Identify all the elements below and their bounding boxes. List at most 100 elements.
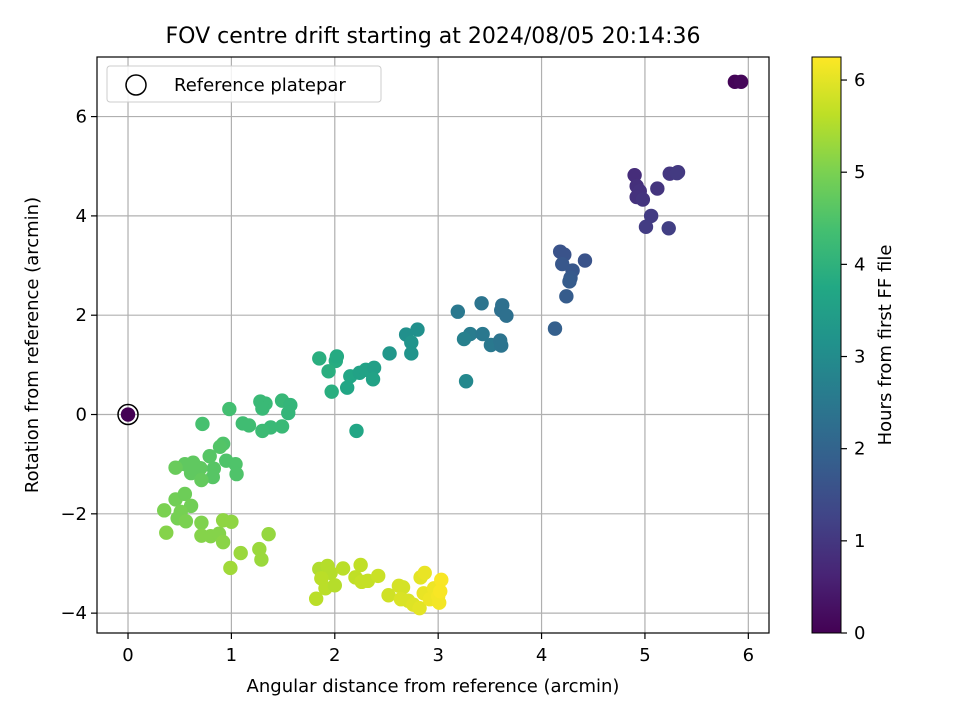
y-axis-ticks: −4 −2 0 2 4 6: [60, 107, 97, 624]
data-point: [233, 545, 248, 561]
colorbar: 0 1 2 3 4 5 6 Hours from first FF file: [811, 56, 896, 644]
reference-platepar-marker: [117, 403, 139, 426]
data-point: [194, 472, 209, 488]
data-point: [669, 165, 685, 181]
data-point: [349, 423, 364, 439]
data-point: [159, 525, 174, 540]
data-point: [475, 326, 490, 342]
y-tick-label: 2: [76, 305, 87, 326]
colorbar-tick-label: 5: [854, 162, 865, 183]
x-tick-label: 1: [226, 645, 237, 666]
data-point: [474, 296, 489, 311]
data-point: [432, 595, 447, 610]
data-point: [321, 364, 336, 379]
colorbar-ticks: 0 1 2 3 4 5 6: [841, 70, 865, 644]
data-point: [365, 372, 381, 387]
x-tick-label: 0: [122, 645, 133, 666]
data-point: [458, 374, 474, 389]
legend-label: Reference platepar: [174, 75, 346, 96]
x-tick-label: 4: [536, 645, 547, 666]
colorbar-tick-label: 0: [854, 623, 865, 644]
colorbar-tick-label: 2: [854, 439, 865, 460]
y-tick-label: 0: [76, 405, 87, 426]
data-point: [381, 588, 396, 603]
y-tick-label: −2: [60, 504, 87, 525]
x-tick-label: 2: [329, 645, 340, 666]
data-point: [412, 600, 427, 616]
colorbar-frame: [811, 56, 842, 634]
data-point: [212, 439, 228, 454]
reference-point-fill: [120, 407, 136, 422]
data-point: [327, 578, 342, 593]
data-point: [274, 419, 290, 434]
data-point: [255, 401, 270, 416]
data-point: [577, 253, 593, 268]
data-point: [433, 584, 448, 599]
data-points: [117, 74, 749, 616]
data-point: [434, 572, 449, 588]
data-point: [195, 416, 210, 432]
data-point: [456, 331, 472, 347]
x-axis-label: Angular distance from reference (arcmin): [247, 676, 620, 697]
data-point: [555, 256, 570, 272]
data-point: [499, 308, 514, 323]
data-point: [157, 503, 172, 518]
data-point: [261, 526, 276, 542]
x-tick-label: 5: [639, 645, 650, 666]
data-point: [450, 304, 466, 319]
data-point: [308, 591, 324, 606]
data-point: [312, 351, 327, 366]
data-point: [494, 338, 509, 353]
data-point: [562, 274, 577, 289]
plot-frame: [96, 56, 770, 634]
data-point: [404, 346, 419, 361]
data-point: [281, 405, 296, 421]
colorbar-tick-label: 3: [854, 347, 865, 368]
data-point: [194, 515, 209, 530]
data-point: [371, 568, 386, 584]
data-point: [547, 321, 563, 336]
data-point: [254, 552, 269, 567]
data-point: [643, 208, 659, 224]
data-point: [205, 469, 220, 485]
data-point: [229, 466, 244, 482]
data-point: [627, 167, 642, 183]
data-point: [404, 335, 419, 350]
data-point: [410, 322, 425, 337]
data-point: [335, 561, 351, 576]
data-point: [324, 384, 339, 399]
data-point: [178, 514, 194, 529]
x-tick-label: 3: [432, 645, 443, 666]
data-point: [650, 181, 665, 196]
data-point: [339, 380, 355, 395]
x-axis-ticks: 0 1 2 3 4 5 6: [122, 633, 754, 666]
y-tick-label: 6: [76, 107, 87, 128]
data-point: [241, 418, 257, 433]
colorbar-tick-label: 6: [854, 70, 865, 91]
data-point: [366, 360, 382, 376]
colorbar-label: Hours from first FF file: [875, 245, 896, 446]
chart-title: FOV centre drift starting at 2024/08/05 …: [166, 24, 701, 49]
colorbar-tick-label: 4: [854, 254, 865, 275]
y-axis-label: Rotation from reference (arcmin): [22, 197, 43, 493]
grid-lines: [97, 57, 769, 633]
data-point: [202, 449, 217, 464]
data-point: [255, 423, 270, 439]
data-point: [417, 565, 432, 581]
data-point: [177, 486, 193, 502]
data-point: [382, 346, 397, 361]
data-point: [635, 192, 651, 207]
data-point: [183, 465, 199, 481]
colorbar-gradient: [812, 57, 841, 633]
data-point: [224, 514, 239, 529]
data-point: [661, 221, 676, 236]
data-point: [638, 219, 654, 235]
x-tick-label: 6: [743, 645, 754, 666]
legend-box: [106, 65, 382, 103]
y-tick-label: −4: [60, 603, 87, 624]
legend: Reference platepar: [106, 65, 382, 103]
legend-marker-icon: [125, 74, 147, 96]
data-point: [329, 349, 345, 364]
